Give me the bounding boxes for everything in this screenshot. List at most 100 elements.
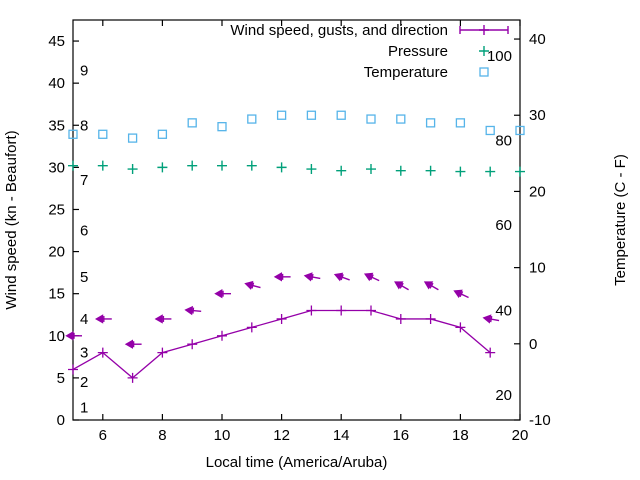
temperature-marker [127, 133, 138, 143]
temperature-marker [366, 114, 376, 124]
right-axis-celsius-label: 20 [529, 183, 546, 200]
left-axis-tick-label: 30 [48, 159, 65, 176]
legend-label-open-square: Temperature [364, 64, 448, 81]
pressure-marker [485, 166, 496, 177]
temperature-marker [68, 129, 78, 139]
temperature-marker [396, 114, 406, 124]
wind-speed-marker [366, 305, 376, 316]
wind-direction-arrow [453, 289, 469, 299]
wind-speed-marker [336, 305, 347, 316]
pressure-marker [97, 160, 108, 171]
temperature-marker [306, 110, 317, 120]
pressure-marker [187, 160, 198, 171]
beaufort-scale-label: 5 [80, 269, 88, 286]
left-axis-tick-label: 25 [48, 201, 65, 218]
pressure-marker [217, 160, 227, 171]
fahrenheit-scale-label: 80 [495, 132, 512, 149]
left-axis-title: Wind speed (kn - Beaufort) [3, 130, 20, 309]
wind-direction-arrow [214, 288, 231, 299]
wind-speed-marker [127, 372, 138, 383]
x-axis-tick-label: 6 [99, 427, 107, 444]
pressure-marker [276, 162, 287, 173]
beaufort-scale-label: 1 [80, 399, 88, 416]
right-axis-celsius-label: 40 [529, 31, 546, 48]
left-axis-tick-label: 10 [48, 328, 65, 345]
beaufort-scale-label: 7 [80, 172, 88, 189]
pressure-marker [157, 162, 168, 173]
temperature-marker [425, 118, 436, 128]
pressure-marker [306, 164, 317, 175]
wind-speed-marker [485, 347, 496, 358]
pressure-marker [246, 160, 257, 171]
pressure-marker [366, 164, 376, 175]
temperature-marker [455, 118, 466, 128]
right-axis-title: Temperature (C - F) [612, 154, 629, 286]
temperature-marker [157, 129, 168, 139]
left-axis-tick-label: 35 [48, 117, 65, 134]
fahrenheit-scale-label: 40 [495, 302, 512, 319]
wind-direction-arrow [333, 272, 350, 282]
beaufort-scale-label: 6 [80, 223, 88, 240]
wind-speed-marker [395, 313, 406, 324]
fahrenheit-scale-label: 20 [495, 387, 512, 404]
legend-cap-wind [459, 26, 509, 34]
wind-speed-marker [187, 339, 198, 350]
wind-speed-marker [306, 305, 317, 316]
wind-direction-arrow [244, 280, 261, 290]
pressure-marker [127, 164, 138, 175]
legend-label-plus-line: Wind speed, gusts, and direction [230, 22, 448, 39]
wind-direction-arrow [94, 314, 112, 324]
x-axis-tick-label: 14 [333, 427, 350, 444]
pressure-marker [395, 165, 406, 176]
temperature-marker [217, 122, 227, 132]
left-axis-tick-label: 5 [57, 370, 65, 387]
pressure-marker [515, 166, 525, 177]
left-axis-tick-label: 15 [48, 286, 65, 303]
pressure-marker [425, 165, 436, 176]
temperature-marker [336, 110, 346, 120]
wind-direction-arrow [273, 272, 291, 282]
beaufort-scale-label: 2 [80, 374, 88, 391]
wind-speed-marker [455, 322, 466, 333]
wind-direction-arrow [394, 281, 409, 291]
pressure-marker [336, 165, 347, 176]
beaufort-scale-label: 4 [80, 311, 88, 328]
wind-direction-arrow [423, 281, 439, 291]
right-axis-celsius-label: -10 [529, 412, 551, 429]
wind-direction-arrow [363, 272, 380, 282]
wind-speed-marker [97, 347, 108, 358]
wind-direction-arrow [124, 339, 142, 349]
beaufort-scale-label: 8 [80, 117, 88, 134]
wind-direction-arrow [65, 331, 82, 341]
right-axis-celsius-label: 0 [529, 336, 537, 353]
x-axis-tick-label: 16 [392, 427, 409, 444]
legend-marker-temperature [479, 67, 489, 77]
wind-speed-marker [276, 313, 287, 324]
x-axis-tick-label: 8 [158, 427, 166, 444]
wind-direction-arrow [184, 305, 202, 316]
beaufort-scale-label: 9 [80, 63, 88, 80]
temperature-marker [515, 125, 525, 136]
left-axis-tick-label: 40 [48, 75, 65, 92]
legend-label-plus: Pressure [388, 43, 448, 60]
legend-marker-wind [479, 25, 489, 35]
wind-speed-marker [246, 322, 257, 333]
x-axis-tick-label: 12 [273, 427, 290, 444]
temperature-marker [276, 110, 287, 120]
temperature-marker [247, 114, 257, 124]
x-axis-tick-label: 10 [214, 427, 231, 444]
temperature-marker [187, 118, 197, 128]
fahrenheit-scale-label: 60 [495, 217, 512, 234]
wind-speed-marker [68, 364, 78, 375]
wind-direction-arrow [482, 314, 500, 324]
left-axis-tick-label: 0 [57, 412, 65, 429]
legend-marker-pressure [479, 46, 489, 56]
pressure-marker [455, 166, 466, 177]
left-axis-tick-label: 45 [48, 33, 65, 50]
temperature-marker [98, 129, 108, 139]
pressure-marker [68, 160, 78, 171]
wind-direction-arrow [303, 272, 321, 282]
wind-speed-marker [425, 313, 436, 324]
